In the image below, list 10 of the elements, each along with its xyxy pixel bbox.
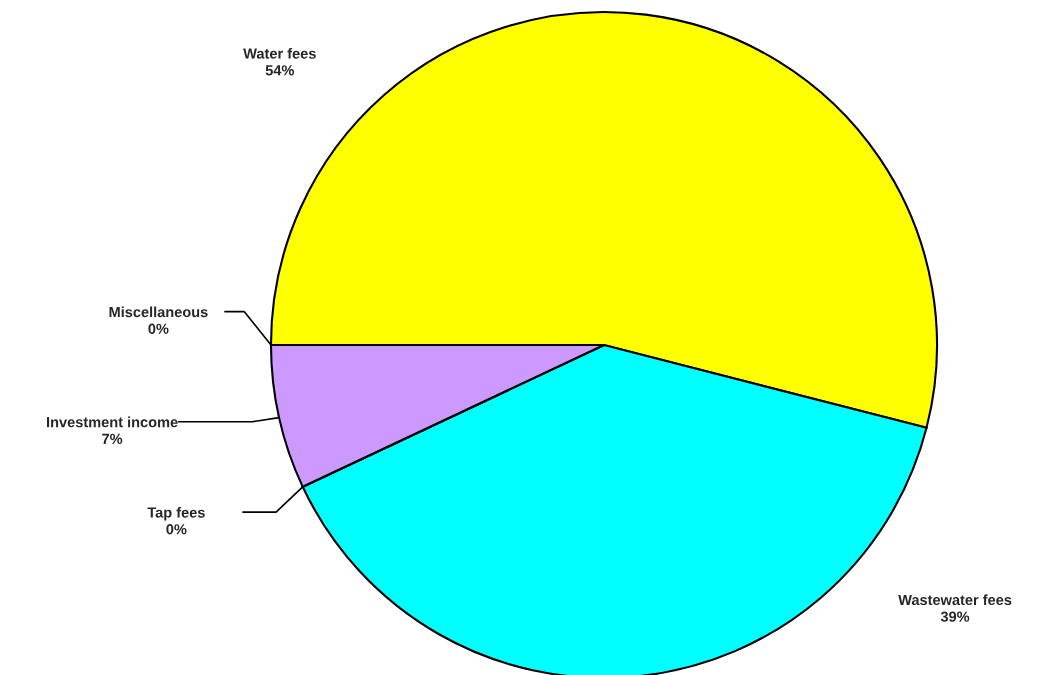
text: 0% [166, 524, 187, 535]
slice-label: Water fees [243, 48, 316, 59]
data-label: 7% [102, 433, 123, 444]
data-label: 54% [265, 65, 295, 76]
slice-label: Wastewater fees [898, 594, 1012, 606]
slice-label: Investment income [47, 416, 178, 428]
category-label: Tap fees [147, 506, 205, 521]
category-label: Miscellaneous [109, 306, 208, 318]
text: 0% [148, 323, 169, 334]
data-label: 39% [940, 611, 970, 622]
